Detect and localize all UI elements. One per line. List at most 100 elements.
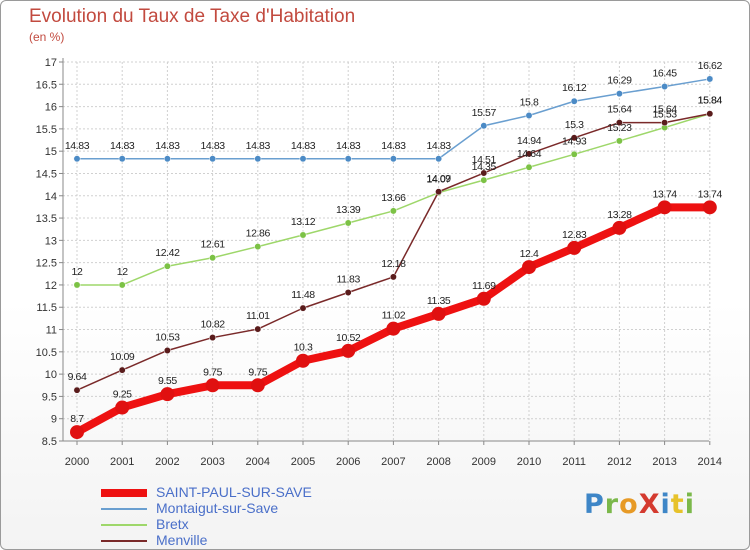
chart-title: Evolution du Taux de Taxe d'Habitation [29,6,356,27]
data-label-saint-paul-sur-save: 13.74 [698,188,723,200]
x-tick-label: 2003 [200,456,224,468]
y-tick-label: 16 [45,102,57,114]
data-label-bretx: 14.07 [426,174,451,186]
data-label-saint-paul-sur-save: 10.3 [294,342,313,354]
legend: SAINT-PAUL-SUR-SAVE Montaigut-sur-Save B… [101,484,361,549]
x-tick-label: 2001 [110,456,134,468]
data-point-menville [706,110,714,118]
data-point-saint-paul-sur-save [160,387,175,402]
data-point-bretx [163,262,171,270]
data-label-saint-paul-sur-save: 9.75 [248,366,267,378]
data-point-montaigut-sur-save [118,155,126,163]
data-point-bretx [570,150,578,158]
legend-item-montaigut[interactable]: Montaigut-sur-Save [101,500,361,517]
legend-swatch-montaigut [101,508,147,510]
data-label-bretx: 15.23 [607,122,632,134]
data-label-menville: 15.64 [607,104,632,116]
data-point-bretx [615,137,623,145]
data-label-montaigut-sur-save: 14.83 [155,140,180,152]
data-label-montaigut-sur-save: 14.83 [200,140,225,152]
data-point-saint-paul-sur-save [657,200,672,215]
data-point-menville [525,150,533,158]
data-label-menville: 10.82 [200,319,225,331]
data-point-saint-paul-sur-save [70,425,84,440]
data-point-saint-paul-sur-save [296,353,310,368]
y-tick-label: 8.5 [42,436,57,448]
logo-letter: r [604,489,620,520]
data-label-bretx: 13.12 [291,216,316,228]
y-tick-label: 12.5 [36,258,57,270]
data-label-bretx: 12.42 [155,247,180,259]
data-label-montaigut-sur-save: 14.83 [65,140,90,152]
data-point-montaigut-sur-save [344,155,352,163]
data-point-bretx [389,207,397,215]
data-label-menville: 11.01 [246,310,270,322]
data-point-menville [389,273,397,281]
legend-label: SAINT-PAUL-SUR-SAVE [156,484,312,500]
legend-item-menville[interactable]: Menville [101,532,361,549]
data-point-menville [254,325,262,333]
chart-subtitle: (en %) [29,30,65,44]
data-point-montaigut-sur-save [706,75,714,83]
data-label-saint-paul-sur-save: 13.28 [607,209,632,221]
data-label-montaigut-sur-save: 14.83 [381,140,406,152]
data-label-menville: 14.94 [517,135,542,147]
x-tick-label: 2006 [336,456,360,468]
y-tick-label: 11.5 [36,302,57,314]
x-tick-label: 2014 [698,456,722,468]
data-label-saint-paul-sur-save: 8.7 [70,413,84,425]
data-label-montaigut-sur-save: 16.12 [562,82,587,94]
data-label-montaigut-sur-save: 14.83 [426,140,451,152]
data-point-menville [661,119,669,127]
data-point-saint-paul-sur-save [522,260,536,275]
logo-letter: o [619,489,639,520]
y-tick-label: 15 [45,146,57,158]
logo-letter: t [670,489,685,520]
data-label-montaigut-sur-save: 16.45 [652,68,677,80]
data-label-bretx: 13.66 [381,192,406,204]
data-point-menville [344,289,352,296]
legend-item-bretx[interactable]: Bretx [101,516,361,533]
logo-letter: X [638,489,661,520]
legend-label: Menville [156,532,208,548]
legend-label: Montaigut-sur-Save [156,500,279,516]
data-point-menville [570,134,578,142]
data-label-menville: 14.51 [472,154,497,166]
data-label-menville: 14.09 [426,173,451,185]
data-label-bretx: 14.64 [517,148,542,160]
data-label-menville: 15.64 [652,104,677,116]
legend-swatch-saint-paul [101,489,147,497]
data-point-bretx [254,243,262,251]
proxiti-logo[interactable]: ProXiti [584,489,695,520]
data-label-montaigut-sur-save: 16.29 [607,75,632,87]
x-tick-label: 2012 [607,456,631,468]
data-label-saint-paul-sur-save: 13.74 [652,188,677,200]
legend-swatch-bretx [101,524,147,526]
y-tick-label: 14.5 [36,168,57,180]
y-tick-label: 11 [46,325,57,337]
data-label-menville: 11.83 [336,274,360,286]
data-label-bretx: 13.39 [336,204,361,216]
data-point-saint-paul-sur-save [567,240,582,255]
logo-letter: i [684,489,695,520]
data-point-menville [299,304,307,312]
legend-item-saint-paul[interactable]: SAINT-PAUL-SUR-SAVE [101,484,361,501]
data-label-bretx: 12.86 [246,228,271,240]
data-label-bretx: 12.61 [200,239,225,251]
x-tick-label: 2010 [517,456,541,468]
data-label-saint-paul-sur-save: 11.69 [472,280,496,292]
data-point-bretx [525,163,533,171]
data-point-saint-paul-sur-save [431,306,446,321]
x-tick-label: 2002 [155,456,179,468]
data-point-montaigut-sur-save [209,155,217,163]
data-point-bretx [209,254,217,262]
data-label-saint-paul-sur-save: 9.25 [113,389,132,401]
legend-label: Bretx [156,516,189,532]
y-tick-label: 10 [45,369,57,381]
data-point-bretx [73,281,81,289]
data-point-menville [435,188,443,196]
data-label-saint-paul-sur-save: 12.4 [520,248,539,260]
data-label-bretx: 15.84 [698,95,723,107]
data-point-saint-paul-sur-save [115,400,130,415]
